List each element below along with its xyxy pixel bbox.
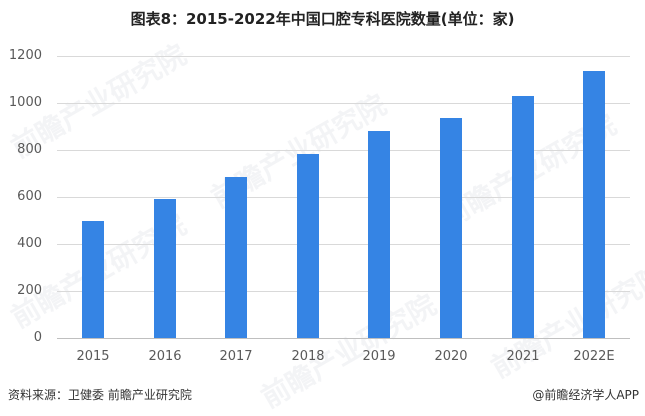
x-tick-label: 2015 (76, 349, 110, 364)
x-tick-label: 2018 (291, 349, 325, 364)
bar-2018 (297, 154, 319, 338)
y-tick-label: 600 (17, 189, 42, 204)
watermark: 前瞻产业研究院 (485, 258, 645, 385)
y-tick-label: 400 (17, 236, 42, 251)
gridline (57, 197, 630, 198)
bar-2020 (440, 118, 462, 338)
gridline (57, 103, 630, 104)
gridline (57, 56, 630, 57)
gridline (57, 244, 630, 245)
bar-2016 (154, 199, 176, 338)
bar-2019 (368, 131, 390, 338)
x-tick-label: 2017 (219, 349, 253, 364)
y-tick-label: 200 (17, 283, 42, 298)
bar-2022E (583, 71, 605, 338)
x-axis-line (57, 338, 630, 339)
source-note: 资料来源：卫健委 前瞻产业研究院 (8, 388, 192, 402)
y-tick-label: 800 (17, 142, 42, 157)
bar-2015 (82, 221, 104, 338)
bar-2017 (225, 177, 247, 338)
x-tick-label: 2020 (434, 349, 468, 364)
x-tick-label: 2019 (362, 349, 396, 364)
gridline (57, 150, 630, 151)
chart-title: 图表8：2015-2022年中国口腔专科医院数量(单位：家) (130, 10, 515, 28)
bar-2021 (512, 96, 534, 338)
y-tick-label: 1200 (8, 48, 42, 63)
y-tick-label: 0 (33, 330, 42, 345)
x-tick-label: 2021 (506, 349, 540, 364)
credit-note: @前瞻经济学人APP (532, 388, 639, 402)
x-tick-label: 2022E (573, 349, 615, 364)
y-tick-label: 1000 (8, 95, 42, 110)
bar-chart: 前瞻产业研究院前瞻产业研究院前瞻产业研究院前瞻产业研究院前瞻产业研究院前瞻产业研… (6, 38, 645, 415)
gridline (57, 291, 630, 292)
x-tick-label: 2016 (148, 349, 182, 364)
